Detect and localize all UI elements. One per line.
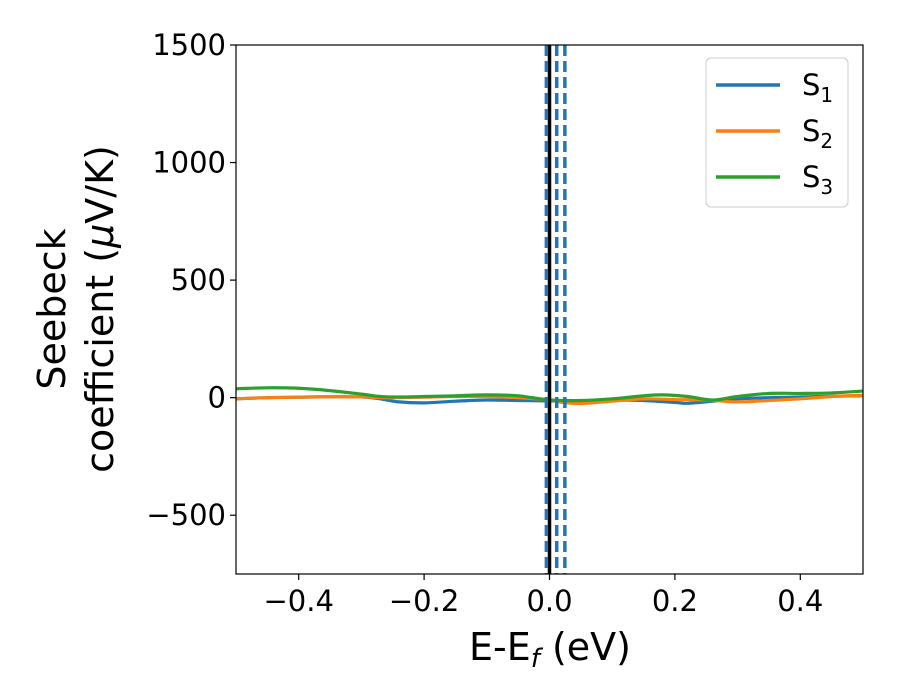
x-tick-label: 0.4 [777,584,823,618]
y-axis-ticks: −500 0 500 1000 1500 [146,28,236,532]
y-tick-label: 1000 [152,146,226,180]
legend-label-s1: S1 [802,68,833,107]
x-tick-label: −0.2 [389,584,459,618]
y-tick-label: 0 [208,381,226,415]
x-axis-ticks: −0.4 −0.2 0.0 0.2 0.4 [263,574,823,618]
x-tick-label: −0.4 [263,584,333,618]
legend-entries: S1 S2 S3 [716,68,833,199]
y-axis-label-line1: Seebeck [30,228,74,389]
x-axis-label: E-Ef (eV) [469,625,631,674]
y-axis-label-line2: coefficient (μV/K) [78,145,122,473]
x-axis-label-main: E-E [469,625,531,669]
y-axis-label-mu: μ [78,224,122,249]
y-tick-label: 1500 [152,28,226,62]
y-tick-label: 500 [171,263,226,297]
legend: S1 S2 S3 [705,57,849,208]
y-tick-label: −500 [146,498,226,532]
y-axis-label-pre: coefficient ( [78,248,122,473]
y-axis-label-post: V/K) [78,145,122,224]
legend-label-s2: S2 [802,114,833,153]
legend-label-s3: S3 [802,160,833,199]
x-tick-label: 0.2 [652,584,698,618]
x-tick-label: 0.0 [526,584,572,618]
x-axis-label-tail: (eV) [540,625,631,669]
reference-lines [544,45,567,574]
